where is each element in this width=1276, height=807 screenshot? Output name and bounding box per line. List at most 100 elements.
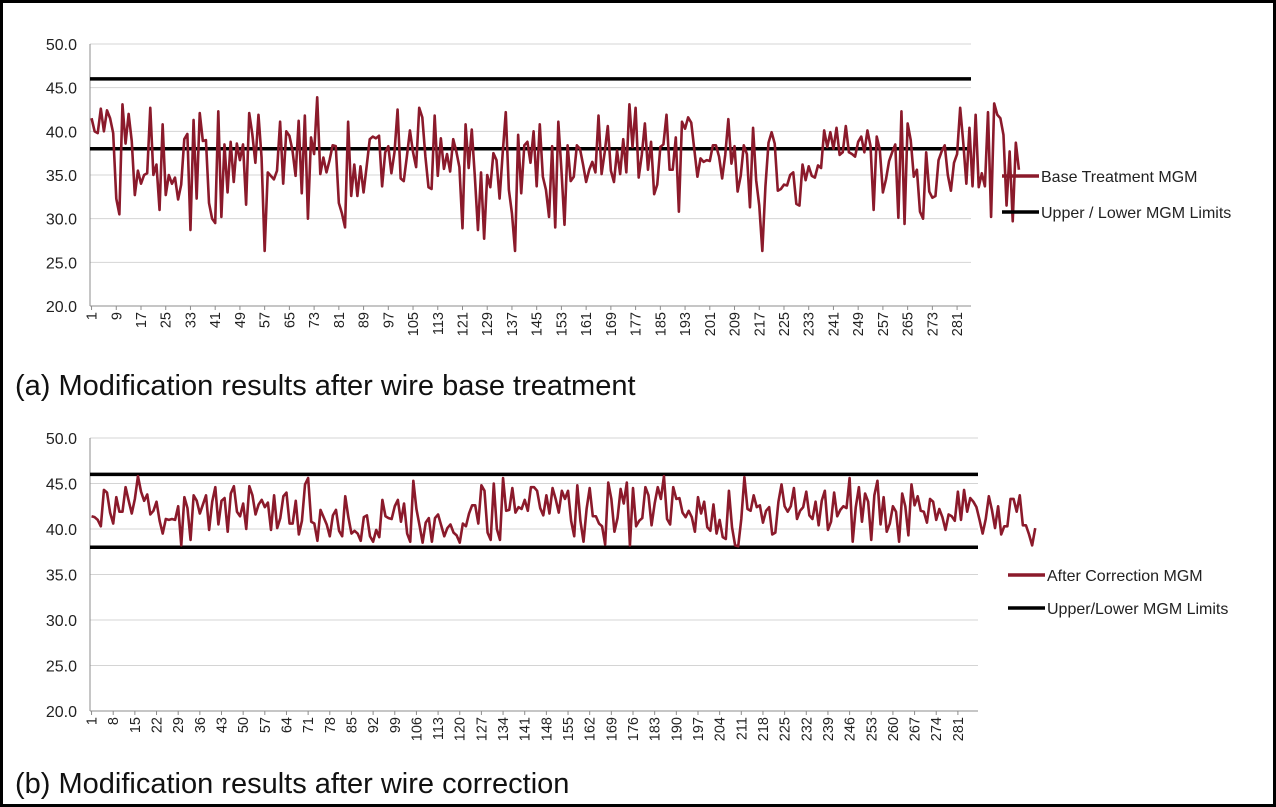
x-tick-label: 89: [357, 312, 373, 328]
x-tick-label: 78: [323, 717, 339, 733]
x-tick-label: 1: [85, 717, 101, 725]
x-tick-label: 113: [431, 717, 447, 740]
chart-b: 20.0 25.0 30.0 35.0 40.0 45.0 50.0 1 8 15 22 29 36 43…: [46, 431, 1229, 741]
x-tick-label: 177: [629, 312, 645, 336]
x-tick-label: 162: [583, 717, 599, 741]
x-tick-label: 281: [950, 312, 966, 336]
x-tick-label: 141: [518, 717, 534, 741]
x-tick-label: 134: [496, 717, 512, 741]
x-tick-label: 249: [851, 312, 867, 336]
x-tick-label: 29: [171, 717, 187, 733]
x-tick-label: 49: [233, 312, 249, 328]
x-tick-label: 129: [480, 312, 496, 336]
x-tick-label: 246: [843, 717, 859, 741]
x-tick-label: 241: [826, 312, 842, 336]
x-tick-label: 225: [777, 312, 793, 336]
x-tick-label: 25: [159, 312, 175, 328]
x-tick-label: 92: [366, 717, 382, 733]
x-tick-label: 71: [301, 717, 317, 733]
y-tick-label: 50.0: [46, 37, 77, 54]
x-tick-label: 201: [703, 312, 719, 336]
x-tick-label: 41: [208, 312, 224, 328]
x-tick-label: 57: [258, 717, 274, 733]
x-tick-label: 105: [406, 312, 422, 336]
y-tick-label: 25.0: [46, 659, 77, 676]
x-tick-label: 233: [802, 312, 818, 336]
x-tick-label: 145: [530, 312, 546, 336]
x-tick-label: 169: [604, 717, 620, 741]
chart-a-caption: (a) Modification results after wire base…: [15, 370, 636, 402]
x-tick-label: 197: [691, 717, 707, 741]
x-tick-label: 183: [648, 717, 664, 741]
x-tick-label: 8: [106, 717, 122, 725]
chart-a: 20.0 25.0 30.0 35.0 40.0 45.0 50.0 1 9 17 25 33 41 49…: [46, 37, 1231, 336]
x-tick-label: 120: [453, 717, 469, 741]
x-tick-label: 106: [409, 717, 425, 741]
x-tick-label: 153: [554, 312, 570, 336]
x-tick-label: 273: [925, 312, 941, 336]
x-tick-label: 265: [901, 312, 917, 336]
x-tick-label: 232: [799, 717, 815, 741]
y-tick-label: 30.0: [46, 613, 77, 630]
y-tick-label: 35.0: [46, 568, 77, 585]
y-tick-label: 25.0: [46, 255, 77, 272]
x-tick-label: 73: [307, 312, 323, 328]
x-tick-label: 17: [134, 312, 150, 328]
x-tick-label: 121: [455, 312, 471, 336]
series-line: [90, 95, 1021, 253]
y-tick-label: 45.0: [46, 81, 77, 98]
x-tick-label: 64: [279, 717, 295, 733]
x-tick-label: 225: [778, 717, 794, 741]
x-tick-label: 257: [876, 312, 892, 336]
y-tick-label: 45.0: [46, 477, 77, 494]
x-tick-label: 155: [561, 717, 577, 741]
y-tick-label: 20.0: [46, 704, 77, 721]
x-tick-label: 127: [474, 717, 490, 741]
chart-b-caption: (b) Modification results after wire corr…: [15, 768, 570, 800]
x-tick-label: 176: [626, 717, 642, 741]
y-tick-label: 40.0: [46, 124, 77, 141]
legend-limits-label: Upper / Lower MGM Limits: [1041, 205, 1231, 222]
x-tick-label: 99: [388, 717, 404, 733]
x-tick-label: 161: [579, 312, 595, 336]
x-tick-label: 81: [332, 312, 348, 328]
y-tick-label: 50.0: [46, 431, 77, 448]
y-tick-label: 20.0: [46, 299, 77, 316]
x-tick-label: 217: [752, 312, 768, 336]
x-tick-label: 267: [908, 717, 924, 741]
x-tick-label: 193: [678, 312, 694, 336]
legend-series-label: After Correction MGM: [1047, 568, 1203, 585]
y-tick-label: 35.0: [46, 168, 77, 185]
x-tick-label: 137: [505, 312, 521, 336]
x-tick-label: 239: [821, 717, 837, 741]
x-tick-label: 204: [713, 717, 729, 741]
x-tick-label: 43: [214, 717, 230, 733]
x-tick-label: 1: [85, 312, 101, 320]
y-tick-label: 40.0: [46, 522, 77, 539]
x-tick-label: 281: [951, 717, 967, 741]
x-tick-label: 65: [282, 312, 298, 328]
x-tick-label: 218: [756, 717, 772, 741]
legend-series-label: Base Treatment MGM: [1041, 169, 1198, 186]
x-tick-label: 185: [653, 312, 669, 336]
x-tick-label: 97: [381, 312, 397, 328]
x-tick-label: 9: [109, 312, 125, 320]
x-tick-label: 253: [864, 717, 880, 741]
x-tick-label: 260: [886, 717, 902, 741]
x-tick-label: 36: [193, 717, 209, 733]
series-line: [91, 474, 1037, 548]
x-tick-label: 209: [728, 312, 744, 336]
x-tick-label: 190: [669, 717, 685, 741]
legend-limits-label: Upper/Lower MGM Limits: [1047, 601, 1228, 618]
x-tick-label: 211: [734, 717, 750, 740]
x-tick-label: 15: [128, 717, 144, 733]
x-tick-label: 85: [344, 717, 360, 733]
x-tick-label: 33: [183, 312, 199, 328]
x-tick-label: 169: [604, 312, 620, 336]
x-tick-label: 50: [236, 717, 252, 733]
x-tick-label: 113: [431, 312, 447, 335]
x-tick-label: 57: [258, 312, 274, 328]
x-tick-label: 148: [539, 717, 555, 741]
x-tick-label: 274: [929, 717, 945, 741]
